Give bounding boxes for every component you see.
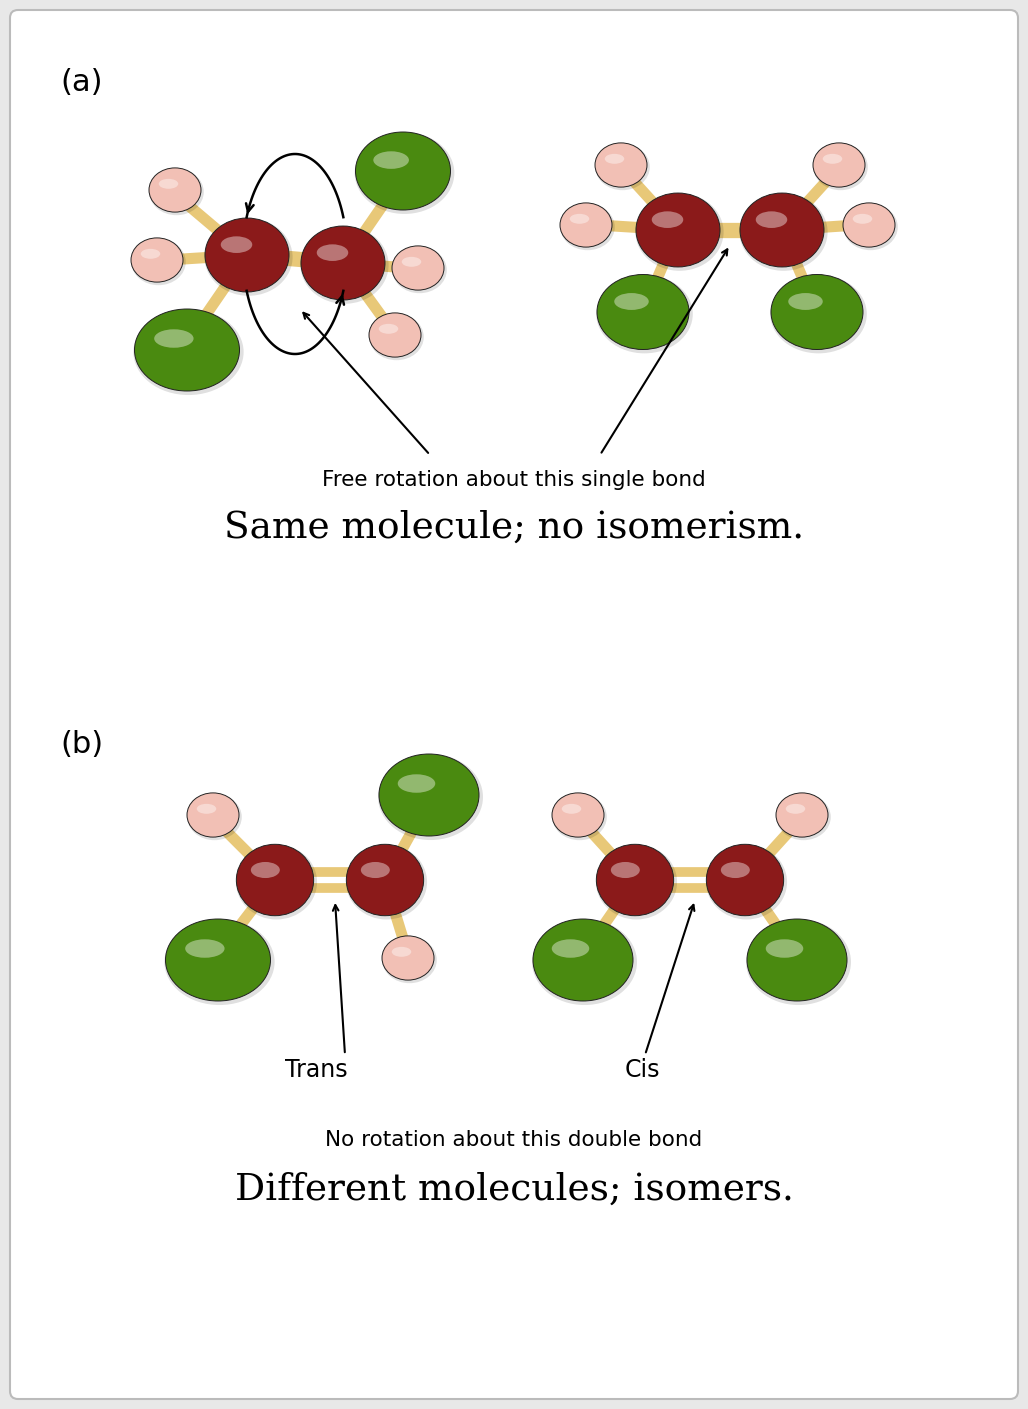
Ellipse shape bbox=[141, 249, 160, 259]
Ellipse shape bbox=[560, 204, 615, 251]
Ellipse shape bbox=[317, 244, 348, 261]
Text: Free rotation about this single bond: Free rotation about this single bond bbox=[322, 471, 706, 490]
Ellipse shape bbox=[595, 144, 650, 190]
Ellipse shape bbox=[552, 793, 604, 837]
Ellipse shape bbox=[746, 919, 851, 1005]
Ellipse shape bbox=[132, 238, 186, 285]
Ellipse shape bbox=[236, 844, 314, 916]
Ellipse shape bbox=[776, 793, 828, 837]
Ellipse shape bbox=[843, 203, 895, 247]
Text: Same molecule; no isomerism.: Same molecule; no isomerism. bbox=[224, 510, 804, 547]
Ellipse shape bbox=[187, 793, 242, 840]
Text: (b): (b) bbox=[60, 730, 103, 759]
Text: Trans: Trans bbox=[285, 1058, 347, 1082]
Ellipse shape bbox=[369, 314, 424, 361]
Ellipse shape bbox=[785, 805, 805, 814]
Ellipse shape bbox=[604, 154, 624, 163]
Ellipse shape bbox=[706, 844, 783, 916]
Ellipse shape bbox=[813, 142, 865, 187]
Ellipse shape bbox=[154, 330, 193, 348]
Ellipse shape bbox=[379, 754, 479, 836]
Ellipse shape bbox=[158, 179, 178, 189]
Ellipse shape bbox=[382, 937, 437, 983]
Ellipse shape bbox=[552, 793, 607, 840]
Ellipse shape bbox=[843, 204, 897, 251]
Ellipse shape bbox=[149, 169, 204, 216]
Ellipse shape bbox=[196, 805, 216, 814]
Ellipse shape bbox=[611, 862, 639, 878]
Ellipse shape bbox=[822, 154, 842, 163]
Ellipse shape bbox=[756, 211, 787, 228]
Ellipse shape bbox=[570, 214, 589, 224]
Ellipse shape bbox=[164, 919, 274, 1005]
Ellipse shape bbox=[615, 293, 649, 310]
Ellipse shape bbox=[369, 313, 421, 356]
Ellipse shape bbox=[134, 309, 244, 395]
Ellipse shape bbox=[596, 275, 693, 354]
Ellipse shape bbox=[301, 225, 386, 300]
Text: No rotation about this double bond: No rotation about this double bond bbox=[326, 1130, 702, 1150]
Ellipse shape bbox=[149, 168, 201, 213]
Ellipse shape bbox=[382, 936, 434, 981]
Ellipse shape bbox=[770, 275, 867, 354]
Ellipse shape bbox=[221, 237, 252, 254]
Ellipse shape bbox=[392, 247, 444, 290]
Ellipse shape bbox=[251, 862, 280, 878]
Ellipse shape bbox=[373, 151, 409, 169]
Ellipse shape bbox=[706, 844, 787, 920]
Ellipse shape bbox=[131, 238, 183, 282]
Ellipse shape bbox=[205, 218, 289, 292]
Ellipse shape bbox=[766, 940, 803, 958]
Ellipse shape bbox=[346, 844, 427, 920]
Ellipse shape bbox=[635, 193, 724, 271]
Ellipse shape bbox=[739, 193, 828, 271]
Ellipse shape bbox=[561, 805, 581, 814]
Ellipse shape bbox=[346, 844, 424, 916]
Ellipse shape bbox=[300, 227, 389, 304]
Ellipse shape bbox=[393, 247, 447, 293]
Ellipse shape bbox=[560, 203, 612, 247]
Ellipse shape bbox=[533, 919, 633, 1000]
Ellipse shape bbox=[740, 193, 824, 266]
Ellipse shape bbox=[747, 919, 847, 1000]
Ellipse shape bbox=[356, 132, 450, 210]
Ellipse shape bbox=[771, 275, 862, 349]
Text: Cis: Cis bbox=[625, 1058, 661, 1082]
Ellipse shape bbox=[392, 947, 411, 957]
Ellipse shape bbox=[636, 193, 720, 266]
Text: (a): (a) bbox=[60, 68, 103, 97]
Ellipse shape bbox=[813, 144, 868, 190]
Ellipse shape bbox=[596, 844, 677, 920]
Ellipse shape bbox=[597, 275, 689, 349]
Ellipse shape bbox=[166, 919, 270, 1000]
Ellipse shape bbox=[853, 214, 872, 224]
Ellipse shape bbox=[187, 793, 238, 837]
Ellipse shape bbox=[378, 324, 398, 334]
Text: Different molecules; isomers.: Different molecules; isomers. bbox=[234, 1172, 794, 1208]
Ellipse shape bbox=[361, 862, 390, 878]
Ellipse shape bbox=[552, 940, 589, 958]
Ellipse shape bbox=[378, 754, 483, 840]
Ellipse shape bbox=[205, 218, 293, 296]
Ellipse shape bbox=[402, 256, 421, 266]
FancyBboxPatch shape bbox=[10, 10, 1018, 1399]
Ellipse shape bbox=[135, 309, 240, 392]
Ellipse shape bbox=[355, 132, 454, 214]
Ellipse shape bbox=[596, 844, 673, 916]
Ellipse shape bbox=[398, 775, 435, 793]
Ellipse shape bbox=[533, 919, 637, 1005]
Ellipse shape bbox=[236, 844, 317, 920]
Ellipse shape bbox=[185, 940, 224, 958]
Ellipse shape bbox=[595, 142, 647, 187]
Ellipse shape bbox=[652, 211, 684, 228]
Ellipse shape bbox=[776, 793, 831, 840]
Ellipse shape bbox=[788, 293, 822, 310]
Ellipse shape bbox=[721, 862, 749, 878]
